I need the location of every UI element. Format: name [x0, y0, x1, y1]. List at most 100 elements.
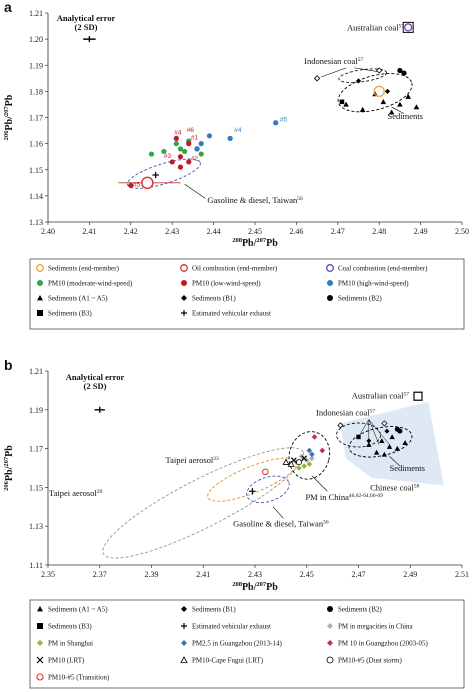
- b-gasoline-pointer: [272, 506, 284, 519]
- a-y-tick-label: 1.21: [29, 9, 43, 18]
- a-pm-moderate-point: [161, 148, 167, 155]
- a-pm-low-point: [177, 154, 184, 160]
- a-point-label: #5: [280, 116, 288, 123]
- a-legend-label: Sediments (B1): [192, 295, 236, 303]
- a-x-tick-label: 2.41: [82, 227, 96, 236]
- b-y-tick-label: 1.19: [29, 406, 43, 415]
- a-x-tick-label: 2.47: [331, 227, 345, 236]
- a-pm-high-point: [206, 133, 213, 139]
- b-taipei20-ellipse: [102, 447, 305, 559]
- a-legend-box: [29, 258, 465, 330]
- a-pm-low-point: [177, 164, 184, 170]
- b-x-tick-label: 2.35: [41, 570, 55, 579]
- b-pm10-guangzhou-point: [319, 447, 326, 454]
- a-point-label: #4: [174, 129, 182, 136]
- b-pm10-transition-point: [262, 468, 269, 476]
- a-x-tick-label: 2.48: [372, 227, 386, 236]
- a-indonesian-pointer: [354, 67, 380, 73]
- b-sediment-a-point: [394, 445, 401, 451]
- b-pm25-guangzhou-point: [306, 447, 313, 454]
- a-legend-label: PM10 (moderate-wind-speed): [48, 280, 133, 288]
- b-y-tick-label: 1.21: [29, 367, 43, 376]
- b-sediment-a-point: [386, 443, 393, 449]
- b-pm10-lrt-point: [290, 457, 297, 464]
- b-x-axis-title: 208Pb/207Pb: [232, 581, 278, 593]
- b-sediment-a-point: [389, 434, 395, 440]
- b-x-tick-label: 2.41: [196, 570, 210, 579]
- a-y-tick-label: 1.13: [29, 218, 43, 227]
- b-error-sub: (2 SD): [84, 381, 107, 391]
- panel-b-label: b: [4, 357, 13, 373]
- b-legend-marker: [37, 640, 43, 646]
- a-indonesian-ellipse: [338, 68, 387, 83]
- a-x-tick-label: 2.50: [455, 227, 469, 236]
- b-chinese-coal-region: [340, 402, 444, 486]
- a-legend-label: PM10 (low-wind-speed): [192, 280, 261, 288]
- b-x-tick-label: 2.43: [248, 570, 262, 579]
- a-legend-marker: [37, 280, 43, 286]
- b-legend-marker: [327, 606, 333, 612]
- a-legend-marker: [37, 295, 43, 301]
- b-legend-label: Sediments (B1): [192, 606, 236, 614]
- b-indonesian-pointer: [368, 419, 380, 445]
- a-y-tick-label: 1.17: [29, 114, 43, 123]
- b-legend-marker: [327, 640, 333, 646]
- b-legend-marker: [327, 623, 333, 629]
- b-sediment-b1-point: [384, 428, 390, 434]
- a-legend-label: Sediments (B2): [338, 295, 382, 303]
- a-legend-label: Coal combustion (end-member): [338, 265, 428, 273]
- b-legend-label: Estimated vehicular exhaust: [192, 623, 271, 631]
- a-sediment-a-point: [413, 104, 420, 110]
- a-gasoline-label: Gasoline & diesel, Taiwan56: [207, 195, 303, 205]
- a-sediment-endmember: [373, 85, 385, 98]
- a-x-tick-label: 2.44: [207, 227, 221, 236]
- a-point-label: #2: [191, 156, 199, 163]
- b-legend-marker: [326, 656, 334, 664]
- a-sediment-b3-point: [339, 99, 345, 105]
- a-sediment-a-point: [405, 93, 411, 99]
- a-pm-low-point: [169, 159, 175, 165]
- a-legend-label: Sediments (end-member): [48, 265, 120, 273]
- b-legend-label: Sediments (B2): [338, 606, 382, 614]
- a-coal-endmember: [404, 23, 413, 32]
- b-legend-label: PM in Shanghai: [48, 640, 93, 648]
- a-sediment-a-point: [397, 101, 403, 107]
- a-legend-marker: [36, 264, 44, 272]
- a-legend-marker: [181, 280, 187, 286]
- a-x-tick-label: 2.45: [248, 227, 262, 236]
- b-y-axis-title: 206Pb/207Pb: [3, 445, 15, 491]
- b-taipei23-label: Taipei aerosol23: [165, 455, 219, 465]
- a-legend-label: Estimated vehicular exhaust: [192, 310, 271, 318]
- a-point-label: #3: [164, 153, 172, 160]
- a-indonesian-point: [376, 67, 383, 74]
- a-pm-high-point: [273, 120, 279, 126]
- a-legend-marker: [37, 310, 43, 316]
- a-y-tick-label: 1.15: [29, 166, 43, 175]
- a-pm-moderate-point: [177, 146, 184, 152]
- b-legend-box: [29, 599, 465, 689]
- b-pmchina-label: PM in China46,62-64,66-69: [305, 492, 383, 502]
- a-y-tick-label: 1.16: [29, 140, 43, 149]
- b-taipei20-label: Taipei aerosol20: [49, 488, 103, 498]
- a-australian-label: Australian coal57: [347, 22, 404, 32]
- a-sediments-ellipse: [337, 73, 413, 113]
- b-legend-marker: [37, 623, 43, 629]
- b-x-tick-label: 2.45: [300, 570, 314, 579]
- b-error-title: Analytical error: [66, 372, 125, 382]
- b-legend-label: PM 10 in Guangzhou (2003-05): [338, 640, 428, 648]
- a-x-tick-label: 2.49: [414, 227, 428, 236]
- a-sediment-a-point: [380, 99, 387, 105]
- b-legend-label: PM in megacities in China: [338, 623, 414, 631]
- b-legend-label: PM10-#5 (Dust storm): [338, 657, 402, 665]
- a-x-axis-title: 208Pb/207Pb: [232, 237, 278, 249]
- a-y-tick-label: 1.20: [29, 35, 43, 44]
- a-x-tick-label: 2.42: [124, 227, 138, 236]
- b-legend-label: Sediments (A1 ~ A5): [48, 606, 108, 614]
- b-pm10-lrt-point: [301, 455, 308, 462]
- a-oil-endmember: [141, 176, 154, 190]
- a-sediment-b2-point: [401, 70, 407, 76]
- b-legend-label: PM10-Cape Fugui (LRT): [192, 657, 264, 665]
- b-legend-marker: [181, 640, 187, 646]
- b-sediment-a-point: [373, 449, 380, 455]
